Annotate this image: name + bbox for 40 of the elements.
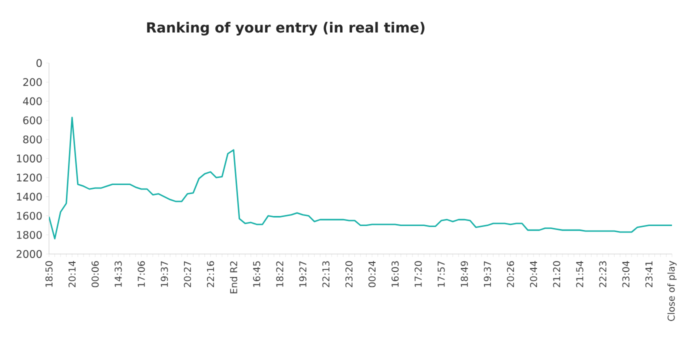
y-tick-label: 200 [23, 78, 42, 86]
x-tick-label: 21:54 [576, 261, 584, 288]
x-tick-label: Close of play [667, 260, 677, 321]
x-tick-label: 20:27 [184, 261, 192, 288]
x-tick-label: 19:37 [484, 261, 491, 287]
y-tick-label: 2000 [16, 250, 42, 258]
x-tick-label: 16:03 [392, 261, 399, 287]
x-tick-label: 20:14 [68, 261, 76, 288]
x-tick-label: 17:20 [414, 261, 422, 287]
x-tick-label: 18:22 [276, 261, 284, 287]
x-tick-label: 18:49 [460, 261, 468, 287]
y-tick-label: 1200 [17, 174, 42, 182]
x-tick-label: 22:16 [206, 261, 214, 288]
x-tick-label: 22:13 [322, 261, 330, 288]
x-tick-label: 23:20 [345, 261, 353, 288]
y-tick-label: 0 [36, 59, 42, 67]
x-tick-label: 16:45 [253, 261, 260, 287]
x-tick-label: 00:06 [92, 261, 99, 288]
y-tick-label: 1000 [17, 154, 42, 162]
x-tick-label: 23:04 [622, 261, 630, 288]
y-tick-label: 800 [23, 135, 42, 144]
y-tick-label: 1800 [17, 230, 42, 239]
x-tick-label: 17:57 [438, 261, 445, 287]
y-tick-label: 1600 [17, 212, 42, 220]
x-tick-label: 18:50 [45, 261, 53, 287]
x-tick-label: End R2 [230, 261, 238, 294]
x-tick-label: 23:41 [645, 261, 653, 288]
x-tick-label: 00:24 [368, 261, 376, 288]
x-tick-label: 17:06 [138, 261, 145, 287]
chart-title: Ranking of your entry (in real time) [147, 22, 424, 36]
x-tick-label: 19:37 [160, 261, 168, 287]
y-tick-label: 1400 [17, 192, 42, 201]
x-tick-label: 20:44 [530, 261, 538, 288]
y-tick-label: 600 [23, 116, 42, 124]
x-tick-label: 21:20 [553, 261, 560, 288]
x-tick-label: 20:26 [506, 261, 514, 288]
x-tick-label: 14:33 [114, 261, 122, 287]
x-tick-label: 22:23 [599, 261, 606, 288]
y-tick-label: 400 [23, 97, 42, 106]
x-tick-label: 19:27 [299, 261, 306, 287]
